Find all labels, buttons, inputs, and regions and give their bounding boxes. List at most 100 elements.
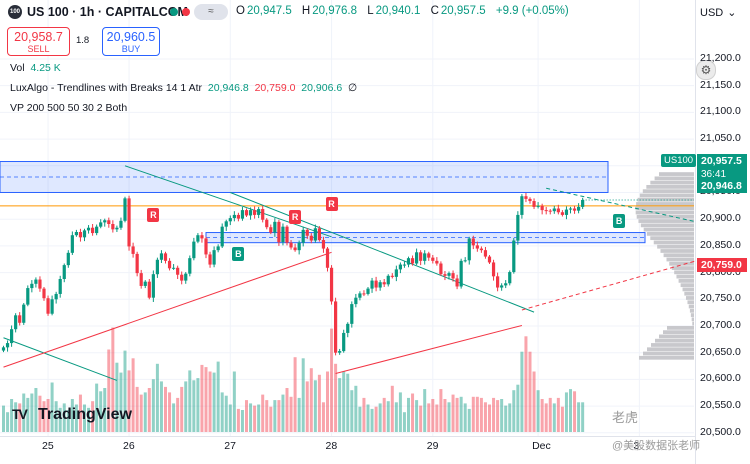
volume-bar <box>402 412 406 432</box>
volume-bar <box>131 358 135 432</box>
candle <box>564 209 569 215</box>
last-price-tag: 20,957.5 36:41 <box>697 154 747 181</box>
candle <box>135 253 139 274</box>
candle <box>50 299 54 314</box>
profile-row <box>647 347 694 352</box>
volume-bar <box>99 391 103 432</box>
candle <box>155 259 159 275</box>
watermark: 老虎 <box>612 410 639 425</box>
symbol-badge[interactable]: 100 <box>8 5 22 19</box>
profile-row <box>666 257 694 262</box>
volume-bar <box>330 328 334 432</box>
volume-bar <box>204 367 208 432</box>
volume-bar <box>338 378 342 432</box>
candle <box>512 240 516 273</box>
profile-row <box>650 236 694 241</box>
teal-downtrend-2 <box>230 192 535 313</box>
profile-row <box>684 291 694 296</box>
volume-bar <box>70 399 74 432</box>
price-tick-label: 20,700.0 <box>700 318 741 331</box>
volume-bar <box>516 384 520 432</box>
volume-bar <box>78 394 82 432</box>
candle <box>86 227 91 231</box>
symbol-title[interactable]: US 100 · 1h · CAPITALCOM <box>27 5 188 19</box>
candle <box>516 214 520 241</box>
volume-bar <box>62 403 66 432</box>
candle <box>362 293 366 295</box>
volume-bar <box>386 401 390 432</box>
candle <box>111 223 115 230</box>
volume-bar <box>520 351 524 432</box>
profile-row <box>636 202 694 206</box>
volume-bar <box>419 405 423 432</box>
volume-bar <box>103 388 107 432</box>
candle <box>220 226 224 247</box>
profile-row <box>659 172 694 176</box>
candle <box>532 201 536 207</box>
candle <box>54 293 58 300</box>
volume-bar <box>411 393 415 432</box>
candle <box>459 260 463 287</box>
candle <box>26 288 30 305</box>
price-tick-label: 21,200.0 <box>700 51 741 64</box>
candle <box>240 210 245 219</box>
volume-bar <box>451 394 455 432</box>
candle <box>447 273 451 276</box>
candle <box>329 267 334 302</box>
currency-selector[interactable]: USD ⌄ <box>700 7 737 19</box>
volume-legend[interactable]: Vol 4.25 K <box>10 62 61 74</box>
volume-bar <box>123 350 127 432</box>
volume-bar <box>74 404 78 432</box>
volume-bar <box>83 404 86 432</box>
volume-bar <box>350 390 354 432</box>
settings-icon[interactable]: ⚙ <box>696 60 716 80</box>
profile-row <box>678 278 694 283</box>
luxalgo-legend[interactable]: LuxAlgo - Trendlines with Breaks 14 1 At… <box>10 82 358 94</box>
sell-signal-badge: R <box>147 207 160 222</box>
sell-button[interactable]: 20,958.7 SELL <box>7 27 70 56</box>
price-tick-label: 21,100.0 <box>700 105 741 118</box>
chevron-down-icon: ⌄ <box>727 7 737 19</box>
candle <box>419 252 423 261</box>
candle <box>334 301 338 353</box>
data-mode-pill[interactable]: ≈ <box>194 4 228 20</box>
candle <box>552 208 556 212</box>
candle <box>232 214 236 219</box>
volume-bar <box>431 399 435 432</box>
volume-bars <box>2 327 585 432</box>
candle <box>342 332 346 352</box>
volume-bar <box>46 399 50 432</box>
candle <box>30 283 34 289</box>
profile-row <box>650 180 694 185</box>
profile-row <box>636 214 694 219</box>
candle <box>269 227 273 233</box>
candle <box>410 258 415 264</box>
volume-bar <box>127 370 131 432</box>
candle <box>62 265 66 279</box>
profile-row <box>676 274 694 279</box>
volume-bar <box>447 402 451 432</box>
volume-bar <box>496 400 500 432</box>
trend-upper-tag: 20,946.8 <box>697 179 747 193</box>
buy-button[interactable]: 20,960.5 BUY <box>102 27 160 56</box>
volume-bar <box>216 361 220 432</box>
volume-bar <box>257 404 261 432</box>
profile-row <box>637 197 694 202</box>
volume-profile-legend[interactable]: VP 200 500 50 30 2 Both <box>10 102 128 114</box>
tradingview-logo[interactable]: TV TradingView <box>12 406 132 423</box>
profile-row <box>646 232 694 236</box>
spread-value: 1.8 <box>76 35 90 46</box>
trendlines <box>3 165 697 381</box>
candle <box>172 267 176 269</box>
profile-row <box>667 325 694 330</box>
volume-bar <box>528 351 532 432</box>
candle <box>188 258 192 274</box>
volume-bar <box>147 388 151 432</box>
volume-bar <box>176 397 180 432</box>
volume-bar <box>317 374 321 432</box>
volume-bar <box>91 401 95 432</box>
profile-row <box>691 317 694 322</box>
candle <box>455 278 459 287</box>
candle <box>184 273 188 281</box>
